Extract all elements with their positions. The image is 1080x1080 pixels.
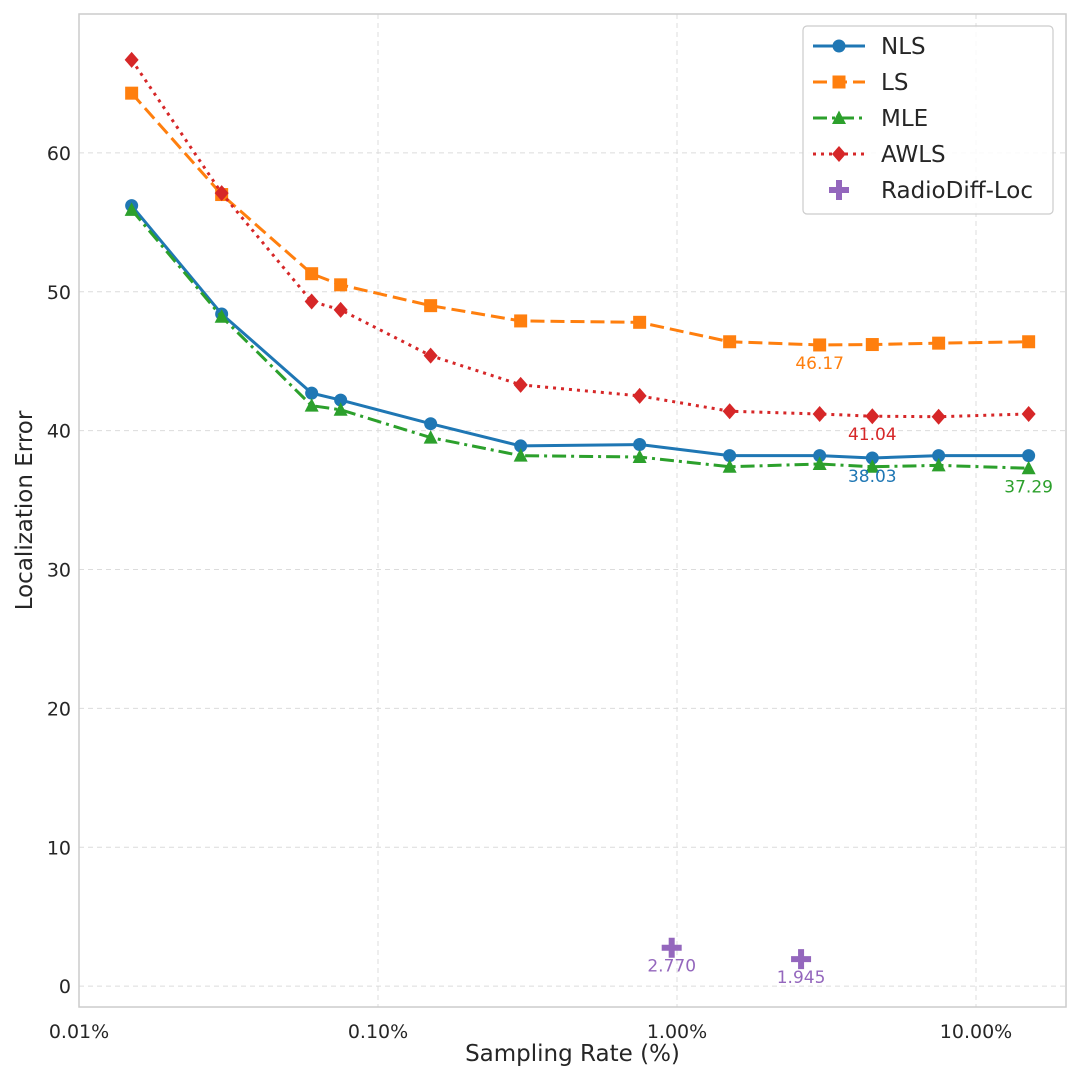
y-tick-label: 50 xyxy=(47,282,71,304)
legend-label-radiodiff-loc: RadioDiff-Loc xyxy=(881,178,1033,204)
data-point-ls xyxy=(633,315,647,329)
data-label-radiodiff-loc: 1.945 xyxy=(777,968,826,988)
legend-item-awls: AWLS xyxy=(813,142,946,168)
x-axis-title: Sampling Rate (%) xyxy=(465,1041,680,1067)
series-layer xyxy=(124,51,1036,475)
legend-marker-radiodiff-loc xyxy=(829,180,849,200)
data-point-nls xyxy=(932,449,946,463)
legend-label-awls: AWLS xyxy=(881,142,946,168)
legend-marker-mle xyxy=(832,110,846,124)
data-point-radiodiff-loc xyxy=(791,949,812,970)
data-point-awls xyxy=(423,347,438,364)
data-point-mle xyxy=(865,459,880,473)
data-point-ls xyxy=(1022,335,1036,349)
y-tick-label: 0 xyxy=(59,976,71,998)
data-point-awls xyxy=(124,51,139,68)
legend-label-nls: NLS xyxy=(881,34,926,60)
data-point-mle xyxy=(124,202,139,216)
data-point-awls xyxy=(304,293,319,310)
data-point-nls xyxy=(424,417,438,431)
axes: 0.01% 0.10% 1.00% 10.00% 0 10 20 30 40 50 60 xyxy=(47,13,1067,1043)
data-point-ls xyxy=(514,314,528,328)
y-tick-label: 40 xyxy=(47,421,71,443)
data-point-mle xyxy=(304,398,319,412)
series-mle xyxy=(124,202,1036,475)
data-point-ls xyxy=(723,335,737,349)
series-line-nls xyxy=(130,204,1029,460)
legend-item-radiodiff-loc: RadioDiff-Loc xyxy=(829,178,1033,204)
data-point-mle xyxy=(722,459,737,473)
legend-marker-nls xyxy=(832,39,846,53)
data-point-awls xyxy=(865,408,880,425)
legend-marker-ls xyxy=(832,75,846,89)
data-point-nls xyxy=(633,438,647,452)
data-point-mle xyxy=(1021,460,1036,475)
series-ls xyxy=(125,86,1036,352)
data-point-nls xyxy=(514,439,528,453)
data-label-nls: 38.03 xyxy=(848,467,897,487)
data-point-ls xyxy=(334,278,348,292)
data-point-awls xyxy=(333,301,348,318)
annotation-layer: 46.17 41.04 38.03 37.29 xyxy=(795,354,1053,497)
data-point-mle xyxy=(333,402,348,416)
data-label-ls: 46.17 xyxy=(795,354,844,374)
series-line-mle xyxy=(130,208,1029,470)
data-point-ls xyxy=(813,338,827,352)
data-point-nls xyxy=(723,449,737,463)
data-point-mle xyxy=(423,430,438,444)
y-tick-label: 20 xyxy=(47,698,71,720)
data-point-ls xyxy=(305,267,319,281)
data-point-nls xyxy=(305,386,319,400)
y-tick-label: 60 xyxy=(47,143,71,165)
data-point-ls xyxy=(424,299,438,313)
data-point-awls xyxy=(214,185,229,202)
data-label-awls: 41.04 xyxy=(848,425,897,445)
data-point-nls xyxy=(1022,449,1036,463)
x-tick-label: 0.01% xyxy=(49,1021,109,1043)
y-tick-label: 10 xyxy=(47,837,71,859)
legend: NLS LS MLE AWLS RadioDiff-Loc xyxy=(802,25,1054,215)
legend-item-nls: NLS xyxy=(813,34,926,60)
legend-box xyxy=(802,25,1054,215)
data-point-mle xyxy=(931,457,946,472)
data-point-ls xyxy=(125,86,139,100)
data-point-nls xyxy=(865,451,879,465)
plot-frame xyxy=(78,13,1067,1008)
legend-marker-awls xyxy=(832,146,846,162)
data-point-awls xyxy=(931,408,946,425)
series-line-ls xyxy=(130,92,1029,347)
x-tick-label: 10.00% xyxy=(940,1021,1012,1043)
x-tick-label: 0.10% xyxy=(348,1021,408,1043)
data-point-awls xyxy=(632,387,647,404)
data-point-ls xyxy=(865,338,879,352)
data-point-mle xyxy=(214,309,229,323)
data-point-awls xyxy=(513,376,528,393)
scatter-layer: 2.770 1.945 xyxy=(647,937,826,988)
y-axis-title: Localization Error xyxy=(12,410,38,610)
data-point-ls xyxy=(932,336,946,350)
data-label-radiodiff-loc: 2.770 xyxy=(647,957,696,977)
y-tick-label: 30 xyxy=(47,560,71,582)
data-point-mle xyxy=(513,448,528,462)
legend-label-mle: MLE xyxy=(881,106,928,132)
data-point-awls xyxy=(1021,405,1036,422)
data-point-awls xyxy=(722,403,737,420)
data-point-nls xyxy=(334,393,348,407)
data-point-mle xyxy=(632,449,647,464)
x-tick-label: 1.00% xyxy=(647,1021,707,1043)
data-point-awls xyxy=(812,405,827,422)
legend-item-ls: LS xyxy=(813,70,908,96)
data-label-mle: 37.29 xyxy=(1004,477,1053,497)
data-point-mle xyxy=(812,456,827,470)
legend-item-mle: MLE xyxy=(813,106,928,132)
data-point-nls xyxy=(813,449,827,463)
series-nls xyxy=(125,199,1036,465)
legend-label-ls: LS xyxy=(881,70,908,96)
series-awls xyxy=(124,51,1036,425)
data-point-radiodiff-loc xyxy=(661,937,682,958)
